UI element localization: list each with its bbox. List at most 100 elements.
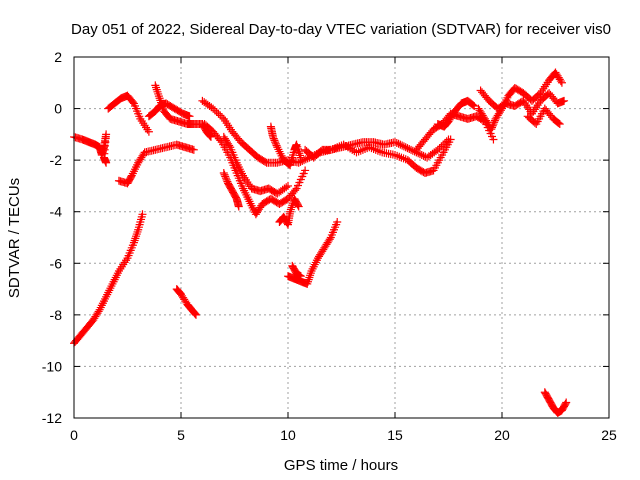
data-point <box>562 398 571 407</box>
data-point <box>133 227 142 236</box>
plot-frame <box>73 56 610 419</box>
data-point <box>560 96 569 105</box>
data-point <box>210 106 219 115</box>
y-tick-label: -2 <box>50 152 63 168</box>
data-point <box>284 181 292 190</box>
y-tick-label: -6 <box>50 255 63 271</box>
data-point <box>296 272 305 281</box>
data-point <box>394 139 403 148</box>
data-point <box>191 309 200 318</box>
data-point <box>214 109 223 118</box>
data-point <box>488 123 497 132</box>
data-point <box>286 207 295 216</box>
x-tick-label: 10 <box>280 427 296 443</box>
data-point <box>285 160 294 169</box>
data-point <box>212 108 221 117</box>
data-point <box>216 111 225 120</box>
data-point <box>446 135 455 144</box>
data-point <box>295 149 304 158</box>
x-tick-label: 20 <box>494 427 510 443</box>
data-point <box>132 232 141 241</box>
series-arc-21 <box>476 86 569 118</box>
data-point <box>296 153 305 162</box>
series-arc-19 <box>433 96 479 131</box>
data-point <box>287 203 296 212</box>
series-arc-11 <box>219 169 243 211</box>
y-tick-label: -10 <box>42 358 62 374</box>
x-tick-label: 15 <box>387 427 403 443</box>
data-point <box>333 218 342 227</box>
data-point <box>219 169 228 178</box>
data-point <box>301 155 310 164</box>
series-arc-14 <box>284 218 342 288</box>
data-point <box>557 78 566 87</box>
data-point <box>294 202 303 211</box>
data-point <box>130 236 139 245</box>
data-point <box>220 170 229 179</box>
y-tick-label: 0 <box>54 101 62 117</box>
data-point <box>190 309 199 318</box>
data-point <box>154 92 163 101</box>
y-axis-label: SDTVAR / TECUs <box>6 178 23 298</box>
data-point <box>555 120 564 129</box>
data-point <box>437 142 446 151</box>
data-point <box>392 138 401 147</box>
data-point <box>271 139 280 148</box>
data-point <box>189 145 198 154</box>
series-arc-8 <box>198 96 325 167</box>
series-arc-4 <box>114 140 198 188</box>
series-arc-13 <box>275 194 303 229</box>
data-point <box>556 77 565 86</box>
data-point <box>132 230 141 239</box>
data-point <box>282 183 291 192</box>
data-point <box>152 85 161 94</box>
data-marks <box>70 68 571 417</box>
data-point <box>554 119 563 128</box>
data-point <box>221 174 230 183</box>
data-point <box>435 144 444 153</box>
data-point <box>153 87 162 96</box>
data-point <box>154 89 163 98</box>
data-point <box>234 202 243 211</box>
data-point <box>403 144 412 153</box>
data-point <box>151 81 160 90</box>
data-point <box>221 172 230 181</box>
series-arc-12 <box>266 122 305 170</box>
chart-title: Day 051 of 2022, Sidereal Day-to-day VTE… <box>71 21 611 38</box>
series-arc-1 <box>70 210 147 348</box>
data-point <box>293 201 302 210</box>
y-tick-label: -4 <box>50 204 63 220</box>
data-point <box>488 121 497 130</box>
data-point <box>325 235 334 244</box>
series-arc-22 <box>523 104 564 129</box>
data-point <box>391 138 399 147</box>
x-tick-label: 0 <box>70 427 78 443</box>
series-arc-15 <box>288 261 305 281</box>
data-point <box>191 310 200 319</box>
data-point <box>301 166 310 175</box>
data-point <box>398 141 407 150</box>
data-point <box>487 125 496 134</box>
data-point <box>489 135 498 144</box>
data-point <box>131 234 140 243</box>
data-point <box>269 134 278 143</box>
data-point <box>469 101 478 110</box>
data-point <box>396 140 405 149</box>
data-point <box>470 101 479 110</box>
data-point <box>206 132 215 141</box>
series-arc-17 <box>301 135 455 178</box>
data-point <box>415 150 424 159</box>
data-point <box>291 186 300 195</box>
data-point <box>152 83 161 92</box>
x-tick-label: 25 <box>601 427 617 443</box>
data-point <box>271 138 280 147</box>
data-point <box>102 158 111 167</box>
data-point <box>185 112 194 121</box>
data-point <box>209 104 218 113</box>
data-point <box>401 143 410 152</box>
data-point <box>138 210 147 219</box>
series-arc-23 <box>540 388 571 417</box>
series-arc-7 <box>172 285 200 319</box>
